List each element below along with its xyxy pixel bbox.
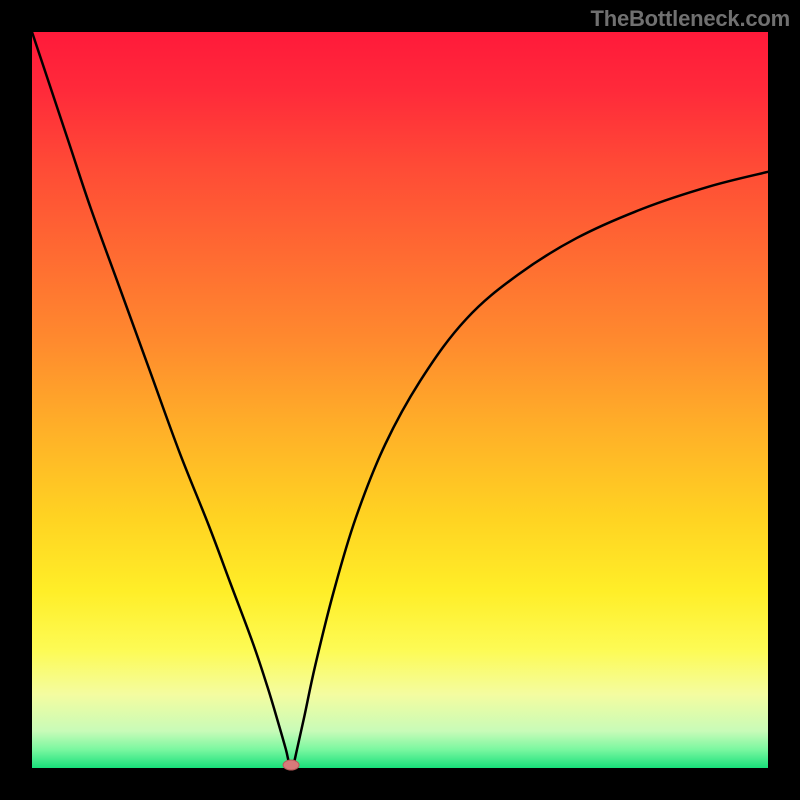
watermark-text: TheBottleneck.com bbox=[590, 6, 790, 32]
chart-svg bbox=[0, 0, 800, 800]
optimal-point-marker bbox=[283, 760, 299, 770]
chart-container: { "watermark": { "text": "TheBottleneck.… bbox=[0, 0, 800, 800]
plot-background-gradient bbox=[32, 32, 768, 768]
